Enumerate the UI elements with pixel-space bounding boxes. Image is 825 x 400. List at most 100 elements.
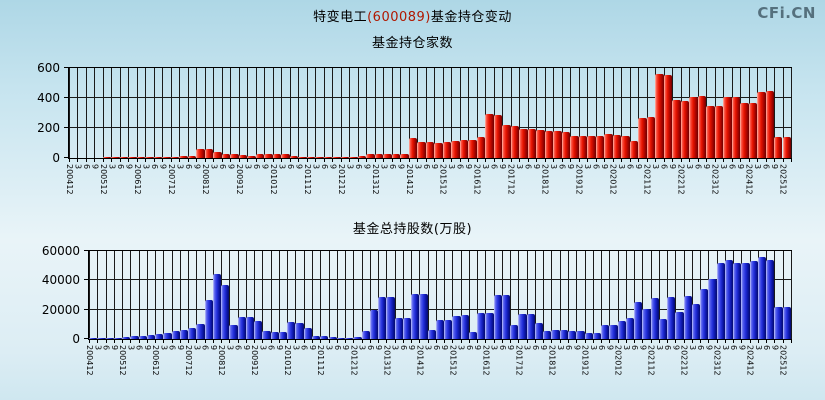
bar-3 <box>625 317 635 339</box>
x-axis-label: 3 <box>515 164 525 170</box>
x-axis-label: 3 <box>720 345 730 351</box>
vertical-gridline <box>477 251 479 339</box>
x-axis-label: 3 <box>159 345 169 351</box>
x-axis-label: 6 <box>421 164 431 170</box>
vertical-gridline <box>427 251 429 339</box>
vertical-gridline <box>391 68 393 158</box>
bar-6 <box>501 294 511 339</box>
x-tick <box>391 158 393 162</box>
bar-6 <box>270 331 279 339</box>
x-tick <box>774 158 775 162</box>
x-axis-label: 6 <box>497 345 507 351</box>
x-tick <box>527 158 529 162</box>
x-tick <box>774 339 776 343</box>
x-axis-label: 201712 <box>506 164 516 195</box>
vertical-gridline <box>213 68 215 158</box>
bar-201712 <box>510 125 520 158</box>
bar-9 <box>536 130 545 158</box>
x-tick <box>452 339 454 343</box>
x-axis-label: 6 <box>591 164 601 170</box>
vertical-gridline <box>97 251 99 339</box>
x-tick <box>485 339 487 343</box>
x-axis-label: 6 <box>167 345 177 351</box>
x-tick <box>145 158 147 162</box>
x-axis-label: 6 <box>663 345 673 351</box>
bar-3 <box>587 136 596 158</box>
x-tick <box>460 339 462 343</box>
x-axis-label: 202012 <box>613 345 623 376</box>
y-tick <box>84 250 89 251</box>
bar-201212 <box>340 157 350 158</box>
x-tick <box>230 158 232 162</box>
vertical-gridline <box>625 251 627 339</box>
x-tick <box>408 158 410 162</box>
vertical-gridline <box>394 251 396 339</box>
x-axis-label: 201912 <box>580 345 590 376</box>
vertical-gridline <box>111 68 113 158</box>
vertical-gridline <box>402 251 404 339</box>
vertical-gridline <box>264 68 266 158</box>
x-tick <box>655 158 657 162</box>
x-tick <box>749 339 751 343</box>
x-axis-label: 9 <box>634 164 644 170</box>
vertical-gridline <box>502 68 504 158</box>
vertical-gridline <box>476 68 478 158</box>
bar-9 <box>411 294 420 339</box>
vertical-gridline <box>400 68 402 158</box>
x-tick <box>417 158 419 162</box>
bar-6 <box>336 337 345 339</box>
bar-202512 <box>782 307 791 339</box>
vertical-gridline <box>303 251 305 339</box>
bar-9 <box>510 324 519 339</box>
x-axis-label: 3 <box>423 345 433 351</box>
vertical-gridline <box>353 251 355 339</box>
x-tick <box>595 158 597 162</box>
x-axis-label: 200812 <box>217 345 227 376</box>
bar-3 <box>724 259 734 339</box>
vertical-gridline <box>130 251 132 339</box>
vertical-gridline <box>336 251 338 339</box>
x-tick <box>238 158 240 162</box>
bar-6 <box>561 131 571 158</box>
bar-201412 <box>419 293 428 339</box>
vertical-gridline <box>162 68 164 158</box>
bar-3 <box>97 337 106 339</box>
vertical-gridline <box>311 251 313 339</box>
x-tick <box>451 158 453 162</box>
bar-6 <box>402 318 412 339</box>
vertical-gridline <box>306 68 308 158</box>
x-axis-label: 201612 <box>472 164 482 195</box>
y-axis-label: 200 <box>37 121 60 135</box>
vertical-gridline <box>77 68 79 158</box>
x-axis-label: 3 <box>621 345 631 351</box>
x-axis-label: 9 <box>158 164 168 170</box>
vertical-gridline <box>510 68 512 158</box>
x-tick <box>551 339 553 343</box>
bar-202312 <box>716 262 725 339</box>
x-tick <box>320 339 322 343</box>
vertical-gridline <box>595 68 597 158</box>
vertical-gridline <box>621 68 623 158</box>
x-tick <box>706 158 708 162</box>
bar-6 <box>289 155 299 158</box>
vertical-gridline <box>289 68 291 158</box>
x-axis-label: 3 <box>126 345 136 351</box>
x-tick <box>262 339 264 343</box>
x-tick <box>534 339 536 343</box>
vertical-gridline <box>782 251 784 339</box>
x-axis-label: 6 <box>455 164 465 170</box>
bar-201912 <box>578 136 588 158</box>
x-axis-label: 3 <box>654 345 664 351</box>
y-tick <box>64 97 69 98</box>
vertical-gridline <box>683 251 685 339</box>
vertical-gridline <box>345 251 347 339</box>
bar-3 <box>262 331 271 339</box>
x-tick <box>245 339 247 343</box>
bar-202012 <box>617 321 626 339</box>
x-axis-label: 6 <box>693 164 703 170</box>
vertical-gridline <box>551 251 553 339</box>
vertical-gridline <box>254 251 256 339</box>
x-axis-label: 9 <box>374 345 384 351</box>
vertical-gridline <box>510 251 512 339</box>
x-tick <box>163 339 165 343</box>
